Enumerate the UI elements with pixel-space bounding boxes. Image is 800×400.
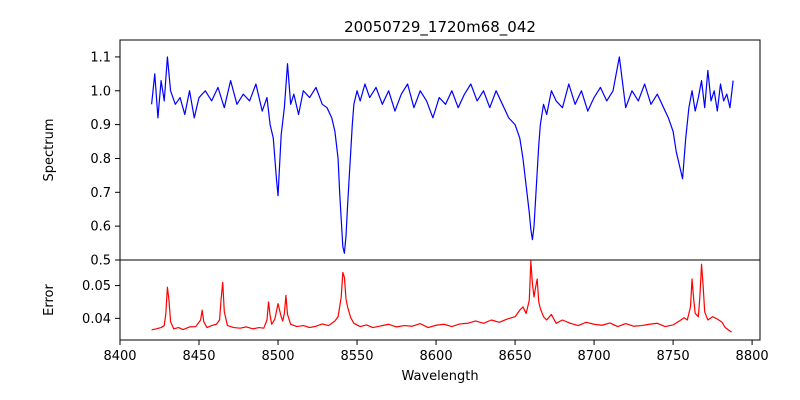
x-tick-label: 8400 — [103, 349, 136, 364]
spectrum-series-line-0 — [151, 56, 734, 254]
error-panel: 0.04 0.05 Error — [42, 259, 761, 341]
error-y-tick-label: 0.04 — [82, 312, 111, 327]
spectrum-y-tick-label: 1.1 — [90, 50, 111, 65]
x-axis-label: Wavelength — [401, 369, 478, 384]
x-tick-label: 8750 — [657, 349, 690, 364]
spectrum-y-tick-label: 0.5 — [90, 254, 111, 269]
spectrum-y-tick-label: 1.0 — [90, 84, 111, 99]
x-axis-ticks: 8400 8450 8500 8550 8600 8650 8700 8750 8800 — [103, 340, 769, 364]
x-tick-label: 8450 — [182, 349, 215, 364]
x-tick-label: 8600 — [420, 349, 453, 364]
error-series-line-0 — [151, 260, 732, 333]
error-axes-frame — [119, 259, 761, 341]
error-y-ticks: 0.04 0.05 — [82, 279, 120, 327]
x-tick-label: 8550 — [340, 349, 373, 364]
spectrum-y-ticks: 0.5 0.6 0.7 0.8 0.9 1.0 1.1 — [90, 50, 120, 269]
spectrum-y-tick-label: 0.7 — [90, 186, 111, 201]
error-y-tick-label: 0.05 — [82, 279, 111, 294]
x-tick-label: 8650 — [499, 349, 532, 364]
x-tick-label: 8500 — [261, 349, 294, 364]
spectrum-y-tick-label: 0.9 — [90, 118, 111, 133]
x-tick-label: 8700 — [578, 349, 611, 364]
spectrum-y-tick-label: 0.8 — [90, 152, 111, 167]
error-y-axis-label: Error — [42, 284, 57, 316]
chart-title: 20050729_1720m68_042 — [344, 18, 536, 37]
spectrum-y-tick-label: 0.6 — [90, 220, 111, 235]
x-tick-label: 8800 — [736, 349, 769, 364]
error-marks — [151, 260, 732, 333]
spectrum-y-axis-label: Spectrum — [42, 119, 57, 182]
spectrum-marks — [151, 56, 734, 254]
